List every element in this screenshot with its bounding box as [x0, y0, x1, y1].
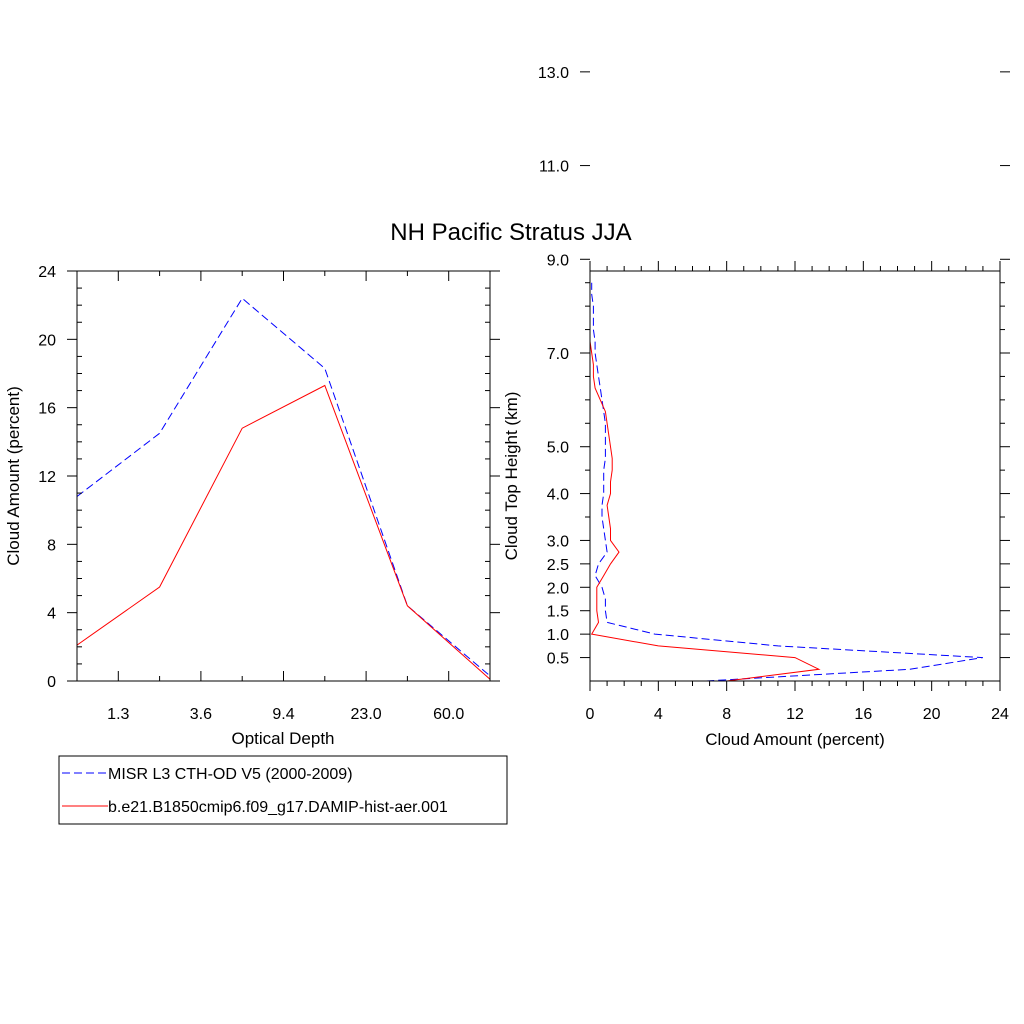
y-tick-label: 2.5: [547, 557, 569, 574]
y-tick-label: 2.0: [547, 580, 569, 597]
cloud-top-height-plot-frame: [589, 270, 1001, 682]
cloud-top-height-ticks: [580, 71, 1010, 691]
y-tick-label: 0: [47, 674, 56, 691]
y-tick-label: 1.0: [547, 627, 569, 644]
x-tick-label: 3.6: [190, 706, 212, 723]
y-tick-label: 12: [38, 469, 56, 486]
optical-depth-series-line-1: [76, 384, 491, 680]
y-tick-label: 5.0: [547, 440, 569, 457]
x-tick-label: 0: [586, 706, 595, 723]
y-tick-label: 16: [38, 401, 56, 418]
optical-depth-y-axis-label: Cloud Amount (percent): [4, 386, 23, 566]
cloud-top-height-series-line-0: [591, 282, 983, 682]
optical-depth-tick-labels: 1.3 3.6 9.4 23.0 60.0 0 4 8 12 16 20 24: [38, 264, 464, 723]
x-tick-label: 8: [722, 706, 731, 723]
legend-label-model: b.e21.B1850cmip6.f09_g17.DAMIP-hist-aer.…: [108, 799, 448, 816]
optical-depth-panel: 1.3 3.6 9.4 23.0 60.0 0 4 8 12 16 20 24 Optical Dep…: [4, 264, 500, 748]
y-tick-label: 24: [38, 264, 56, 281]
y-tick-label: 11.0: [539, 159, 569, 176]
x-tick-label: 23.0: [351, 706, 382, 723]
y-tick-label: 13.0: [538, 65, 569, 82]
cloud-top-height-panel: 0 4 8 12 16 20 24 0.5 1.0 1.5 2.0 2.5 3.0 4.0 5.0 7.0 9.…: [502, 65, 1010, 749]
x-tick-label: 4: [654, 706, 663, 723]
figure-title: NH Pacific Stratus JJA: [390, 219, 631, 246]
legend-label-misr: MISR L3 CTH-OD V5 (2000-2009): [108, 766, 353, 783]
cloud-top-height-x-axis-label: Cloud Amount (percent): [705, 730, 885, 749]
legend-box: [58, 755, 508, 825]
legend: MISR L3 CTH-OD V5 (2000-2009) b.e21.B185…: [58, 755, 508, 825]
optical-depth-x-axis-label: Optical Depth: [232, 729, 335, 748]
x-tick-label: 9.4: [272, 706, 294, 723]
cloud-top-height-plot-lines: [589, 282, 983, 682]
y-tick-label: 9.0: [547, 252, 569, 269]
x-tick-label: 24: [991, 706, 1009, 723]
optical-depth-ticks: [67, 270, 500, 682]
cloud-top-height-y-axis-label: Cloud Top Height (km): [502, 392, 521, 561]
y-tick-label: 4.0: [547, 487, 569, 504]
x-tick-label: 1.3: [107, 706, 129, 723]
y-tick-label: 20: [38, 332, 56, 349]
y-tick-label: 0.5: [547, 651, 569, 668]
y-tick-label: 8: [47, 537, 56, 554]
x-tick-label: 60.0: [433, 706, 464, 723]
x-tick-label: 12: [786, 706, 804, 723]
cloud-top-height-series-line-1: [589, 282, 821, 682]
y-tick-label: 1.5: [547, 604, 569, 621]
x-tick-label: 20: [923, 706, 941, 723]
optical-depth-series-line-0: [76, 297, 491, 677]
y-tick-label: 3.0: [547, 533, 569, 550]
optical-depth-plot-lines: [76, 297, 491, 680]
x-tick-label: 16: [854, 706, 872, 723]
optical-depth-plot-frame: [76, 270, 491, 682]
cloud-top-height-tick-labels: 0 4 8 12 16 20 24 0.5 1.0 1.5 2.0 2.5 3.0 4.0 5.0 7.0 9.…: [538, 65, 1009, 723]
y-tick-label: 4: [47, 606, 56, 623]
y-tick-label: 7.0: [547, 346, 569, 363]
